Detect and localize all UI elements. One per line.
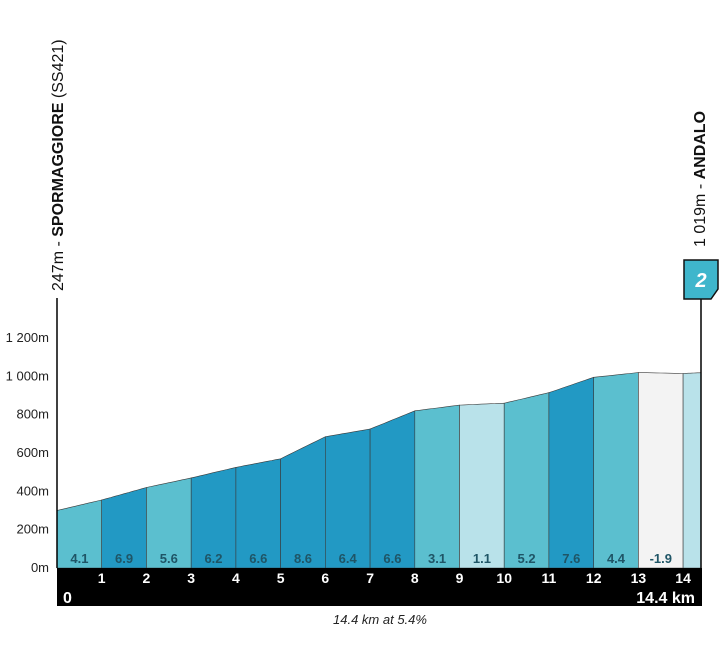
y-tick-label: 800m bbox=[16, 407, 49, 422]
gradient-label-5: 6.6 bbox=[249, 551, 267, 566]
x-end-label: 14.4 km bbox=[636, 590, 695, 607]
start-label: 247m - SPORMAGGIORE (SS421) bbox=[50, 39, 68, 291]
gradient-label-12: 7.6 bbox=[562, 551, 580, 566]
gradient-label-14: -1.9 bbox=[650, 551, 672, 566]
segment-area-4 bbox=[190, 467, 237, 569]
y-tick-label: 200m bbox=[16, 522, 49, 537]
x-axis-band bbox=[57, 568, 702, 606]
x-tick-label: 4 bbox=[232, 570, 240, 586]
gradient-label-13: 4.4 bbox=[607, 551, 626, 566]
y-tick-label: 400m bbox=[16, 483, 49, 498]
finish-separator: - bbox=[692, 179, 709, 194]
gradient-label-9: 3.1 bbox=[428, 551, 446, 566]
x-start-label: 0 bbox=[63, 590, 72, 607]
segment-area-2 bbox=[101, 487, 147, 569]
gradient-label-2: 6.9 bbox=[115, 551, 133, 566]
segment-area-11 bbox=[503, 392, 550, 569]
gradient-label-3: 5.6 bbox=[160, 551, 178, 566]
x-axis-ticks: 1 2 3 4 5 6 7 8 9 10 11 12 13 140 14.4 km bbox=[63, 570, 695, 607]
gradient-label-8: 6.6 bbox=[383, 551, 401, 566]
x-tick-label: 8 bbox=[411, 570, 419, 586]
finish-marker-badge bbox=[683, 259, 719, 300]
segment-area-12 bbox=[548, 376, 595, 569]
x-tick-label: 1 bbox=[98, 570, 106, 586]
gradient-label-11: 5.2 bbox=[518, 551, 536, 566]
x-tick-label: 10 bbox=[496, 570, 512, 586]
x-tick-label: 13 bbox=[631, 570, 647, 586]
y-tick-label: 1 200m bbox=[6, 330, 49, 345]
y-axis-ticks: 0m 200m 400m 600m 800m 1 000m 1 200m bbox=[6, 330, 49, 575]
gradient-label-6: 8.6 bbox=[294, 551, 312, 566]
y-tick-label: 1 000m bbox=[6, 368, 49, 383]
x-tick-label: 14 bbox=[675, 570, 691, 586]
segment-area-5 bbox=[235, 458, 281, 569]
x-tick-label: 6 bbox=[321, 570, 329, 586]
segment-area-15 bbox=[682, 372, 702, 569]
gradient-labels: 4.1 6.9 5.6 6.2 6.6 8.6 6.4 6.6 3.1 1.1 5.2 7.6 4.4 -… bbox=[70, 551, 672, 566]
start-separator: - bbox=[50, 236, 67, 251]
segment-area-7 bbox=[324, 428, 371, 569]
y-tick-label: 0m bbox=[31, 560, 49, 575]
x-tick-label: 5 bbox=[277, 570, 285, 586]
x-tick-label: 3 bbox=[187, 570, 195, 586]
x-tick-label: 12 bbox=[586, 570, 602, 586]
segment-area-6 bbox=[280, 436, 326, 569]
finish-label: 1 019m - ANDALO bbox=[692, 111, 710, 247]
y-tick-label: 600m bbox=[16, 445, 49, 460]
start-road: (SS421) bbox=[50, 39, 67, 99]
start-name: SPORMAGGIORE bbox=[50, 102, 67, 237]
start-altitude: 247m bbox=[50, 250, 67, 291]
segment-area-14 bbox=[638, 372, 684, 569]
segment-area-8 bbox=[369, 410, 416, 569]
finish-name: ANDALO bbox=[692, 110, 709, 180]
gradient-label-7: 6.4 bbox=[339, 551, 358, 566]
segment-area-13 bbox=[593, 372, 639, 569]
segment-area-9 bbox=[414, 404, 460, 569]
x-tick-label: 2 bbox=[143, 570, 151, 586]
x-tick-label: 9 bbox=[456, 570, 464, 586]
segment-area-1 bbox=[56, 499, 102, 569]
gradient-label-4: 6.2 bbox=[204, 551, 222, 566]
finish-altitude: 1 019m bbox=[692, 193, 709, 247]
finish-marker-number: 2 bbox=[694, 270, 706, 292]
climb-summary: 14.4 km at 5.4% bbox=[333, 612, 427, 627]
gradient-label-1: 4.1 bbox=[70, 551, 88, 566]
gradient-label-10: 1.1 bbox=[473, 551, 491, 566]
gradient-segments bbox=[56, 372, 702, 569]
segment-area-10 bbox=[459, 402, 505, 569]
x-tick-label: 11 bbox=[541, 570, 556, 586]
x-tick-label: 7 bbox=[366, 570, 374, 586]
segment-area-3 bbox=[146, 477, 192, 569]
